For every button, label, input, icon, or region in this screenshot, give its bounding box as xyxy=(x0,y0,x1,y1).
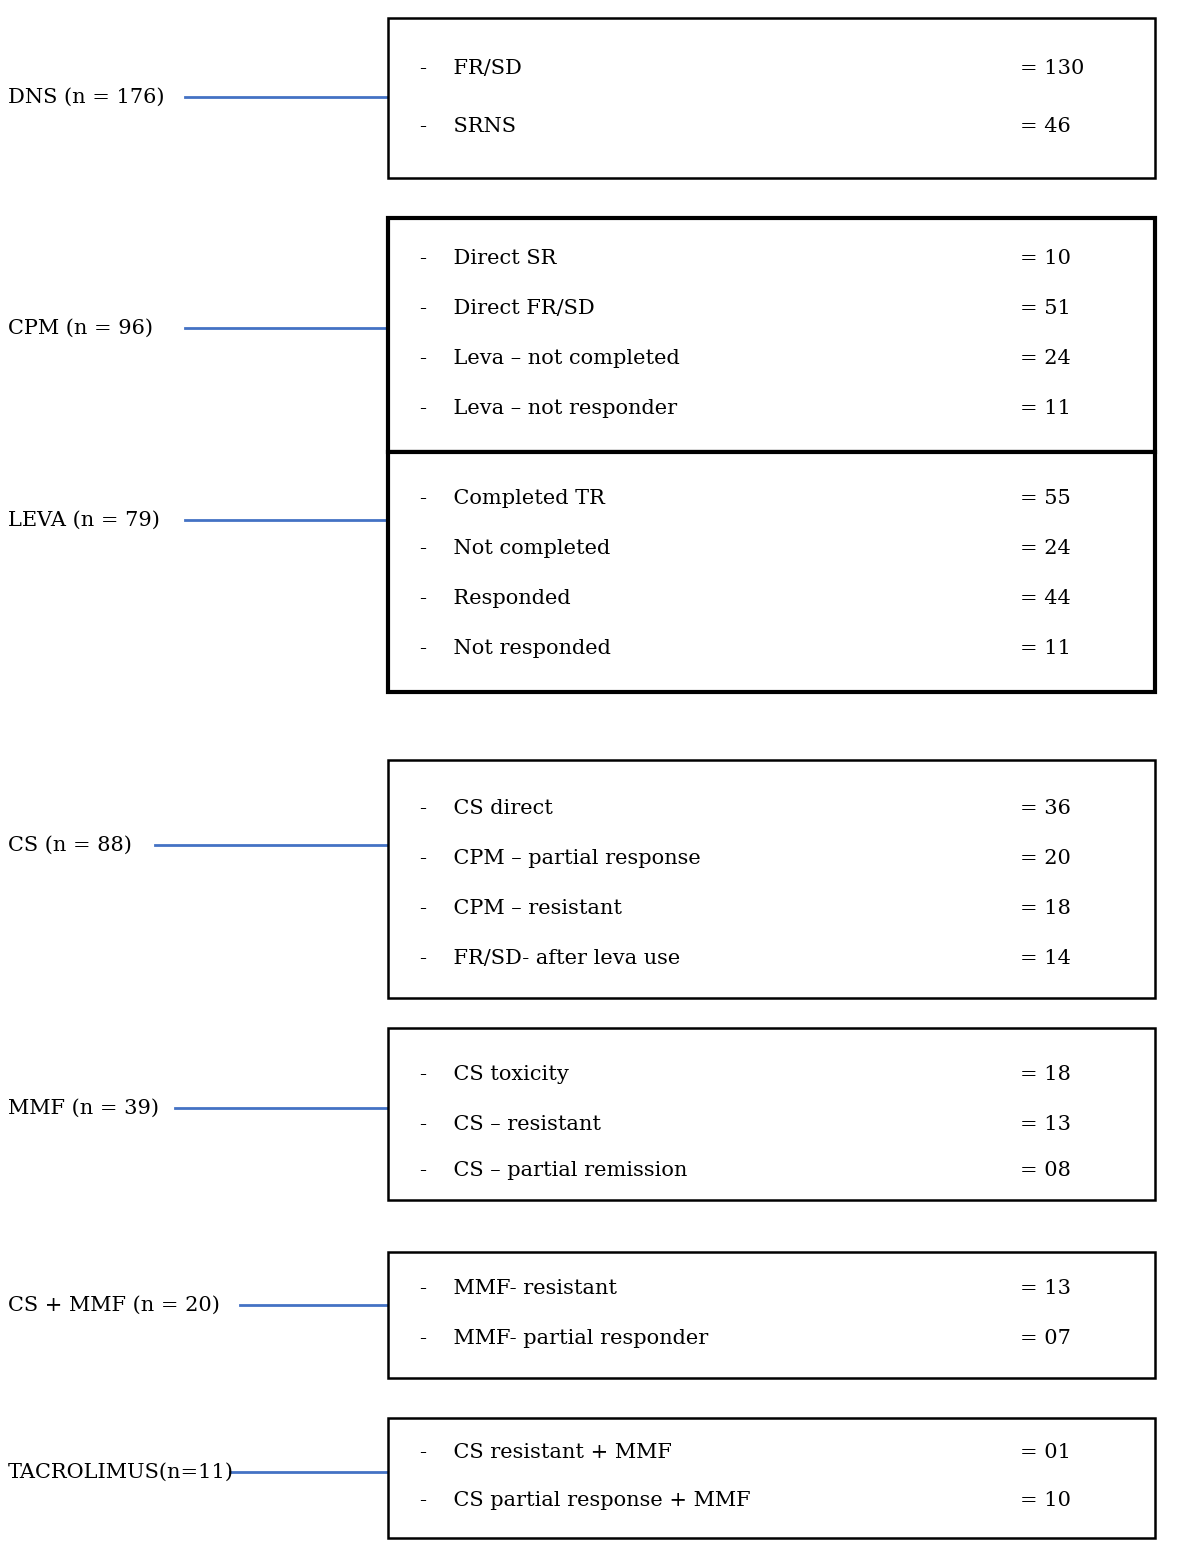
Bar xyxy=(388,218,1155,452)
Bar xyxy=(388,1029,1155,1200)
Bar xyxy=(388,1252,1155,1378)
Text: -    Not completed: - Not completed xyxy=(420,538,610,557)
Text: -    CS toxicity: - CS toxicity xyxy=(420,1066,569,1084)
Text: = 13: = 13 xyxy=(1020,1278,1071,1298)
Bar xyxy=(388,760,1155,998)
Bar xyxy=(388,19,1155,178)
Text: CS + MMF (n = 20): CS + MMF (n = 20) xyxy=(8,1295,220,1315)
Text: = 10: = 10 xyxy=(1020,1490,1071,1510)
Text: LEVA (n = 79): LEVA (n = 79) xyxy=(8,511,160,529)
Text: -    Completed TR: - Completed TR xyxy=(420,489,605,507)
Text: -    SRNS: - SRNS xyxy=(420,118,517,136)
Text: -    Responded: - Responded xyxy=(420,588,571,608)
Text: -    FR/SD: - FR/SD xyxy=(420,59,522,77)
Text: = 08: = 08 xyxy=(1020,1160,1071,1179)
Text: = 11: = 11 xyxy=(1020,639,1071,657)
Text: = 18: = 18 xyxy=(1020,1066,1071,1084)
Text: = 24: = 24 xyxy=(1020,538,1071,557)
Text: -    CS resistant + MMF: - CS resistant + MMF xyxy=(420,1442,671,1462)
Text: TACROLIMUS(n=11): TACROLIMUS(n=11) xyxy=(8,1462,234,1482)
Text: = 01: = 01 xyxy=(1020,1442,1071,1462)
Text: -    CS direct: - CS direct xyxy=(420,798,553,817)
Text: -    Leva – not responder: - Leva – not responder xyxy=(420,399,677,418)
Text: DNS (n = 176): DNS (n = 176) xyxy=(8,88,164,107)
Text: = 24: = 24 xyxy=(1020,348,1071,368)
Text: -    MMF- partial responder: - MMF- partial responder xyxy=(420,1329,708,1347)
Text: CPM (n = 96): CPM (n = 96) xyxy=(8,319,152,337)
Text: -    FR/SD- after leva use: - FR/SD- after leva use xyxy=(420,948,681,967)
Text: -    CPM – resistant: - CPM – resistant xyxy=(420,899,622,917)
Text: -    CPM – partial response: - CPM – partial response xyxy=(420,848,701,868)
Text: = 14: = 14 xyxy=(1020,948,1071,967)
Text: -    CS partial response + MMF: - CS partial response + MMF xyxy=(420,1490,751,1510)
Bar xyxy=(388,1419,1155,1538)
Text: = 55: = 55 xyxy=(1020,489,1071,507)
Text: -    CS – partial remission: - CS – partial remission xyxy=(420,1160,688,1179)
Text: -    Direct FR/SD: - Direct FR/SD xyxy=(420,299,595,317)
Text: = 36: = 36 xyxy=(1020,798,1071,817)
Text: -    MMF- resistant: - MMF- resistant xyxy=(420,1278,617,1298)
Text: = 44: = 44 xyxy=(1020,588,1071,608)
Text: = 20: = 20 xyxy=(1020,848,1071,868)
Text: = 130: = 130 xyxy=(1020,59,1084,77)
Text: = 18: = 18 xyxy=(1020,899,1071,917)
Text: MMF (n = 39): MMF (n = 39) xyxy=(8,1098,160,1117)
Text: = 10: = 10 xyxy=(1020,249,1071,268)
Text: = 51: = 51 xyxy=(1020,299,1071,317)
Text: -    Direct SR: - Direct SR xyxy=(420,249,557,268)
Text: CS (n = 88): CS (n = 88) xyxy=(8,835,132,854)
Bar xyxy=(388,452,1155,692)
Text: -    CS – resistant: - CS – resistant xyxy=(420,1115,600,1134)
Text: -    Not responded: - Not responded xyxy=(420,639,611,657)
Text: = 07: = 07 xyxy=(1020,1329,1071,1347)
Text: = 11: = 11 xyxy=(1020,399,1071,418)
Text: = 46: = 46 xyxy=(1020,118,1071,136)
Text: = 13: = 13 xyxy=(1020,1115,1071,1134)
Text: -    Leva – not completed: - Leva – not completed xyxy=(420,348,680,368)
